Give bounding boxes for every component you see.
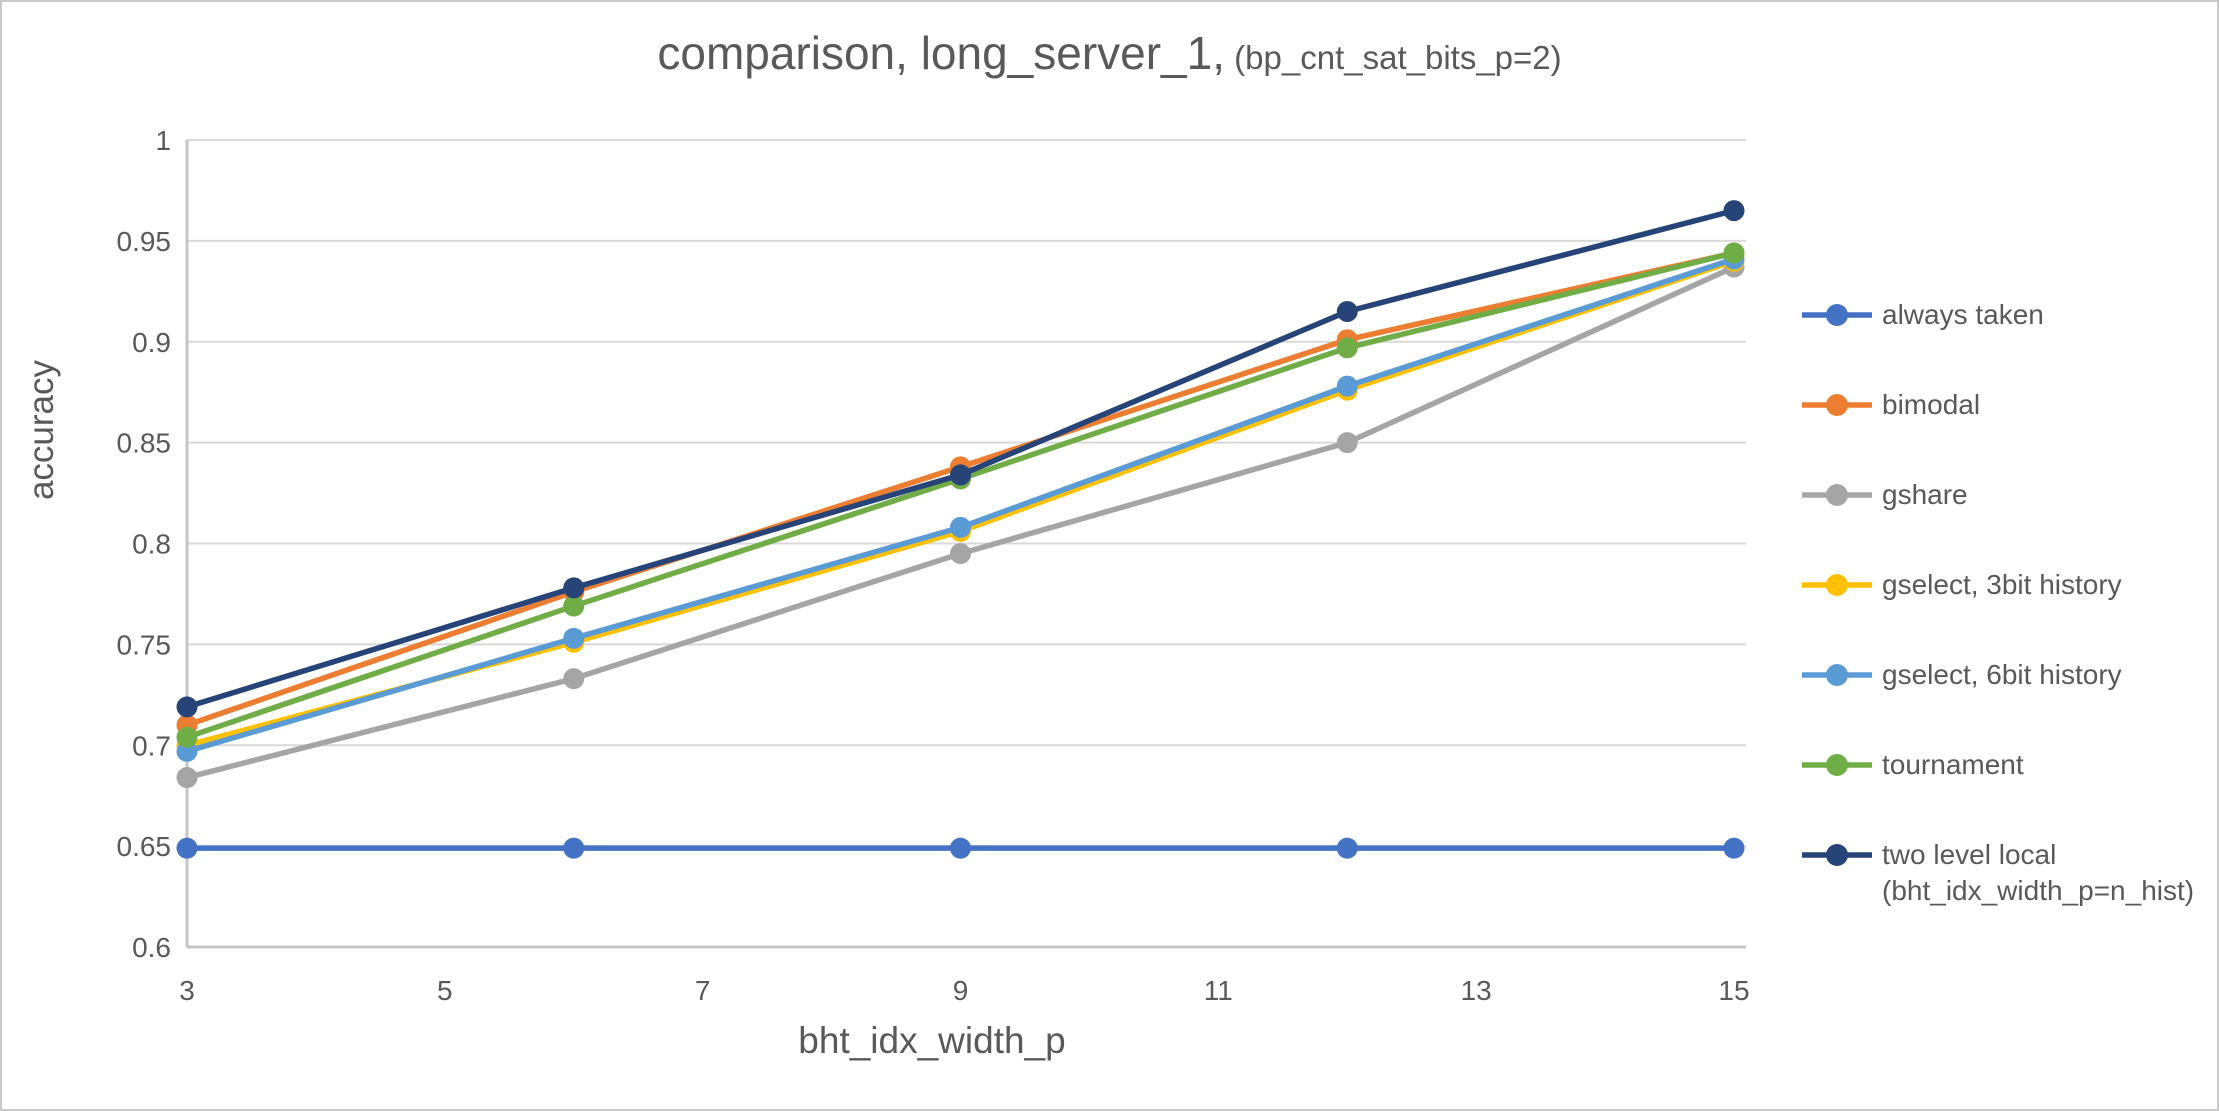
legend-marker-icon (1802, 664, 1872, 686)
legend: always taken bimodal gshare gselect, 3bit h… (1800, 297, 2194, 909)
legend-marker-icon (1802, 304, 1872, 326)
x-tick-label: 9 (953, 975, 969, 1006)
data-point (176, 837, 198, 859)
legend-label: always taken (1882, 299, 2044, 330)
legend-item: gselect, 6bit history (1800, 657, 2194, 693)
data-point (950, 543, 971, 565)
legend-label-line2: (bht_idx_width_p=n_hist) (1882, 875, 2195, 906)
legend-label: gselect, 6bit history (1882, 659, 2122, 690)
legend-item: gshare (1800, 477, 2194, 513)
data-point (1336, 300, 1358, 322)
legend-label: bimodal (1882, 389, 1981, 420)
data-point (950, 837, 971, 859)
chart-title-main: comparison, long_server_1, (657, 27, 1225, 79)
legend-item: bimodal (1800, 387, 2194, 423)
x-tick-label: 7 (695, 975, 711, 1006)
legend-marker-icon (1802, 394, 1872, 416)
y-tick-label: 0.7 (132, 730, 171, 761)
data-point (1336, 837, 1358, 859)
data-point (563, 595, 585, 617)
y-tick-label: 0.6 (132, 932, 171, 963)
legend-item: always taken (1800, 297, 2194, 333)
legend-marker-icon (1802, 844, 1872, 866)
data-point (176, 726, 198, 748)
data-point (1336, 432, 1358, 454)
data-point (176, 696, 198, 718)
series-line (186, 256, 1735, 754)
chart-title-suffix: (bp_cnt_sat_bits_p=2) (1225, 39, 1562, 76)
x-tick-label: 13 (1461, 975, 1492, 1006)
y-tick-label: 0.8 (132, 529, 171, 560)
series-line (186, 250, 1735, 740)
legend-label: gselect, 3bit history (1882, 569, 2122, 600)
data-point (563, 837, 585, 859)
data-point (563, 668, 585, 690)
x-tick-label: 5 (437, 975, 453, 1006)
legend-label: two level local (bht_idx_width_p=n_hist) (1882, 837, 2194, 909)
data-point (950, 516, 971, 538)
data-point (176, 767, 198, 789)
legend-label: gshare (1882, 479, 1968, 510)
legend-label: tournament (1882, 749, 2024, 780)
legend-item: two level local (bht_idx_width_p=n_hist) (1800, 837, 2194, 909)
x-tick-label: 3 (179, 975, 195, 1006)
data-point (950, 464, 971, 486)
data-point (1723, 242, 1745, 264)
data-point (563, 627, 585, 649)
y-tick-label: 0.95 (117, 226, 172, 257)
y-tick-label: 0.75 (117, 629, 172, 660)
x-axis-title: bht_idx_width_p (798, 1020, 1066, 1061)
data-point (1336, 375, 1358, 397)
y-tick-label: 1 (155, 125, 171, 156)
y-tick-label: 0.9 (132, 327, 171, 358)
legend-marker-icon (1802, 484, 1872, 506)
y-tick-label: 0.65 (117, 831, 172, 862)
legend-item: tournament (1800, 747, 2194, 783)
data-point (563, 577, 585, 599)
x-tick-label: 11 (1204, 975, 1233, 1006)
data-point (1336, 337, 1358, 359)
y-tick-label: 0.85 (117, 428, 172, 459)
data-point (1723, 200, 1745, 222)
legend-marker-icon (1802, 574, 1872, 596)
data-point (1723, 837, 1745, 859)
x-tick-label: 15 (1718, 975, 1749, 1006)
y-axis-title: accuracy (22, 359, 61, 501)
chart-title: comparison, long_server_1, (bp_cnt_sat_b… (0, 26, 2219, 80)
legend-item: gselect, 3bit history (1800, 567, 2194, 603)
legend-marker-icon (1802, 754, 1872, 776)
